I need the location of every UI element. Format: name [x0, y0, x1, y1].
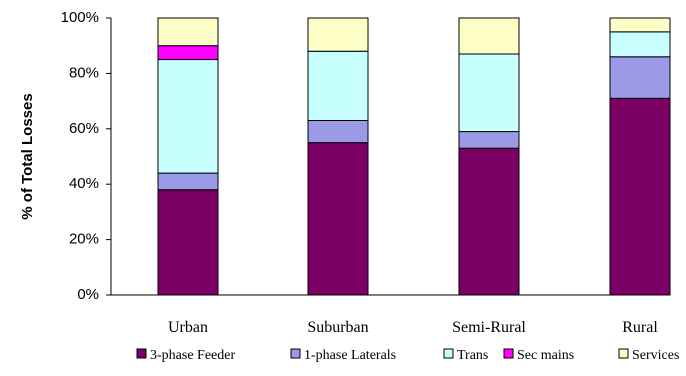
- legend-label: Services: [632, 348, 679, 363]
- category-label: Urban: [168, 319, 208, 336]
- bar-segment: [609, 17, 671, 33]
- bar-segment: [458, 17, 520, 55]
- bar-segment: [157, 172, 219, 191]
- bar-segment: [157, 17, 219, 47]
- legend-swatch: [503, 348, 514, 359]
- bar-segment: [458, 147, 520, 296]
- axes: [110, 18, 655, 296]
- legend-swatch: [618, 348, 629, 359]
- legend-label: 3-phase Feeder: [150, 348, 235, 363]
- bar-segment: [307, 50, 369, 121]
- bar-segment: [609, 56, 671, 99]
- bar-segment: [609, 31, 671, 58]
- category-label: Semi-Rural: [452, 319, 526, 336]
- bar-segment: [458, 53, 520, 133]
- legend-swatch: [136, 348, 147, 359]
- bar-segment: [307, 119, 369, 144]
- legend-label: 1-phase Laterals: [304, 348, 396, 363]
- legend-swatch: [290, 348, 301, 359]
- legend-label: Trans: [457, 348, 488, 363]
- y-axis-ticks: 0% 20% 40% 60% 80% 100%: [61, 9, 111, 303]
- category-label: Suburban: [307, 319, 368, 336]
- y-tick-label: 40%: [69, 175, 99, 192]
- legend: 3-phase Feeder 1-phase Laterals Trans Sec m…: [136, 348, 679, 363]
- bar-segment: [307, 142, 369, 296]
- y-tick-label: 60%: [69, 120, 99, 137]
- bar-segment: [157, 45, 219, 61]
- y-tick-label: 100%: [61, 9, 99, 26]
- legend-label: Sec mains: [517, 348, 574, 363]
- bars: [157, 17, 671, 296]
- y-tick-label: 80%: [69, 64, 99, 81]
- legend-swatch: [443, 348, 454, 359]
- y-axis-label: % of Total Losses: [19, 93, 36, 219]
- bar-segment: [458, 131, 520, 149]
- bar-segment: [609, 97, 671, 296]
- category-label: Rural: [622, 319, 658, 336]
- bar-segment: [157, 59, 219, 174]
- y-tick-label: 0%: [77, 286, 99, 303]
- category-labels: Urban Suburban Semi-Rural Rural: [168, 319, 658, 336]
- bar-segment: [157, 189, 219, 296]
- bar-segment: [307, 17, 369, 52]
- y-tick-label: 20%: [69, 231, 99, 248]
